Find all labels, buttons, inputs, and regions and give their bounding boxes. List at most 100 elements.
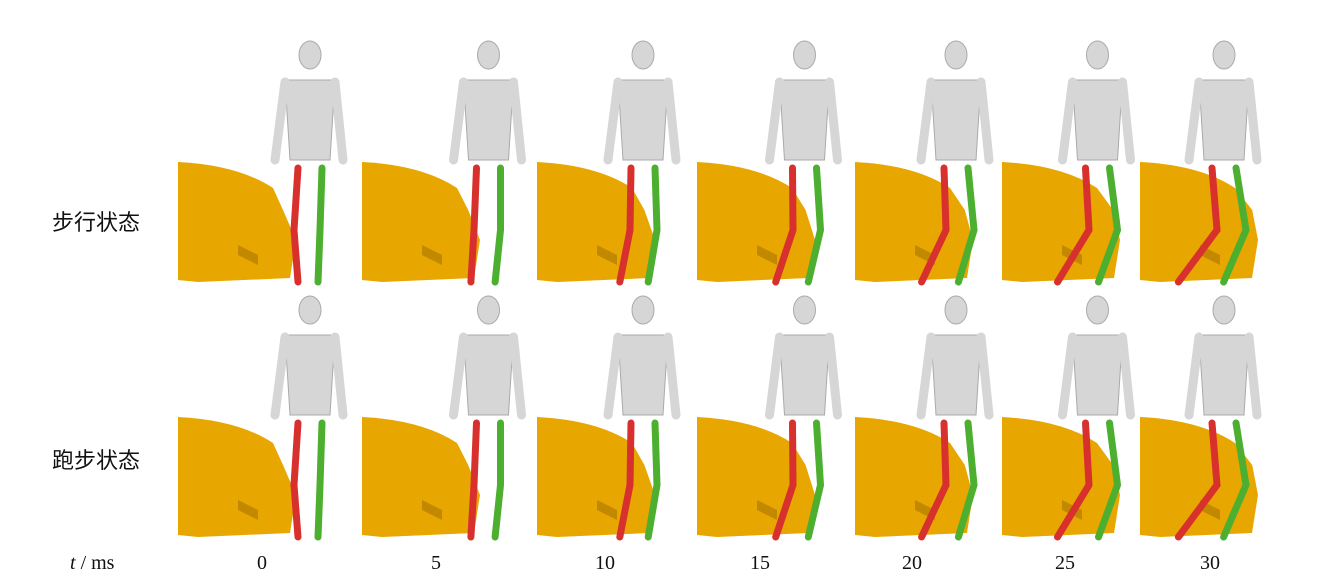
support-leg [644, 419, 661, 541]
support-leg [804, 164, 825, 286]
arm [1184, 332, 1204, 420]
head [1212, 295, 1236, 325]
struck-leg [616, 164, 635, 286]
torso [462, 79, 515, 161]
head [944, 40, 968, 70]
struck-leg [1174, 164, 1221, 286]
struck-leg [1054, 164, 1093, 286]
time-unit: / ms [80, 552, 115, 574]
struck-leg [918, 164, 950, 286]
arm [663, 77, 681, 165]
vehicle [537, 417, 655, 537]
torso [617, 334, 669, 416]
vehicle-grille [597, 500, 617, 520]
head [1212, 40, 1236, 70]
struck-leg [290, 419, 302, 541]
torso [1198, 334, 1250, 416]
vehicle [178, 162, 296, 282]
frame-walking-5 [1002, 40, 1135, 286]
struck-leg [1174, 419, 1221, 541]
torso [1071, 79, 1124, 161]
time-tick: 10 [595, 552, 615, 574]
arm [330, 77, 348, 165]
head [298, 40, 322, 70]
time-tick: 5 [431, 552, 441, 574]
head [631, 295, 655, 325]
vehicle [362, 162, 480, 282]
head [793, 40, 816, 70]
struck-leg [467, 419, 480, 541]
torso [1071, 334, 1124, 416]
head [477, 295, 500, 325]
arm [449, 332, 468, 420]
torso [778, 334, 831, 416]
support-leg [491, 164, 504, 286]
head [477, 40, 500, 70]
support-leg [1095, 164, 1122, 286]
vehicle [697, 417, 815, 537]
head [1086, 40, 1109, 70]
frame-running-2 [537, 295, 681, 541]
vehicle-grille [597, 245, 617, 265]
head [793, 295, 816, 325]
time-tick: 0 [257, 552, 267, 574]
support-leg [314, 419, 326, 541]
torso [284, 334, 336, 416]
frame-running-0 [178, 295, 348, 541]
head [631, 40, 655, 70]
arm [663, 332, 681, 420]
arm [330, 332, 348, 420]
vehicle [362, 417, 480, 537]
arm [976, 332, 994, 420]
struck-leg [290, 164, 302, 286]
support-leg [804, 419, 825, 541]
struck-leg [1054, 419, 1093, 541]
arm [270, 332, 290, 420]
struck-leg [467, 164, 480, 286]
vehicle [1002, 162, 1120, 282]
support-leg [314, 164, 326, 286]
vehicle [178, 417, 296, 537]
struck-leg [918, 419, 950, 541]
frame-walking-6 [1140, 40, 1262, 286]
vehicle [1140, 417, 1258, 537]
row-label-walking: 步行状态 [52, 210, 141, 235]
frame-walking-4 [855, 40, 994, 286]
arm [916, 332, 936, 420]
vehicle-grille [238, 245, 258, 265]
arm [1244, 77, 1262, 165]
frame-walking-3 [697, 40, 842, 286]
arm [449, 77, 468, 165]
vehicle [697, 162, 815, 282]
vehicle [1002, 417, 1120, 537]
arm [825, 332, 842, 420]
arm [1058, 332, 1077, 420]
arm [916, 77, 936, 165]
time-tick: 20 [902, 552, 922, 574]
arm [1118, 332, 1135, 420]
vehicle [537, 162, 655, 282]
torso [617, 79, 669, 161]
head [1086, 295, 1109, 325]
vehicle-grille [757, 500, 777, 520]
support-leg [491, 419, 504, 541]
torso [462, 334, 515, 416]
arm [1184, 77, 1204, 165]
torso [930, 79, 982, 161]
time-axis-label: t / ms [70, 552, 114, 575]
torso [778, 79, 831, 161]
support-leg [1220, 164, 1250, 286]
frame-walking-1 [362, 40, 526, 286]
frame-running-1 [362, 295, 526, 541]
support-leg [644, 164, 661, 286]
arm [603, 332, 623, 420]
frame-running-4 [855, 295, 994, 541]
head [944, 295, 968, 325]
torso [930, 334, 982, 416]
time-tick: 15 [750, 552, 770, 574]
struck-leg [616, 419, 635, 541]
frame-running-5 [1002, 295, 1135, 541]
arm [1058, 77, 1077, 165]
